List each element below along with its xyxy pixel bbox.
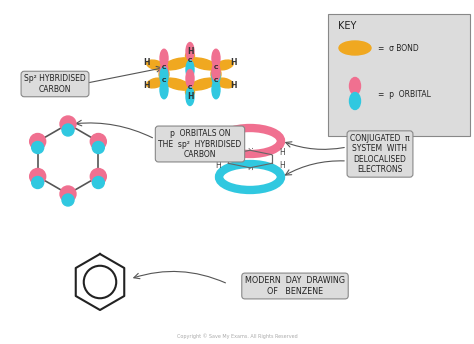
Ellipse shape xyxy=(32,141,44,153)
Ellipse shape xyxy=(164,78,191,90)
Ellipse shape xyxy=(225,134,275,148)
Text: C: C xyxy=(162,78,166,83)
Text: H: H xyxy=(230,81,237,90)
Ellipse shape xyxy=(211,67,221,81)
Text: C: C xyxy=(188,58,192,63)
Ellipse shape xyxy=(349,93,361,109)
Ellipse shape xyxy=(189,58,217,70)
Ellipse shape xyxy=(189,78,217,90)
Ellipse shape xyxy=(216,78,233,88)
Ellipse shape xyxy=(160,67,168,85)
Ellipse shape xyxy=(60,116,76,132)
Ellipse shape xyxy=(91,133,106,150)
Text: Sp² HYBRIDISED
CARBON: Sp² HYBRIDISED CARBON xyxy=(24,74,86,94)
Ellipse shape xyxy=(212,49,220,67)
Ellipse shape xyxy=(212,67,220,85)
Ellipse shape xyxy=(60,186,76,202)
Ellipse shape xyxy=(186,87,194,106)
Text: Copyright © Save My Exams. All Rights Reserved: Copyright © Save My Exams. All Rights Re… xyxy=(177,333,297,339)
Ellipse shape xyxy=(30,133,46,150)
Ellipse shape xyxy=(160,63,168,81)
Text: C: C xyxy=(214,78,218,83)
Ellipse shape xyxy=(339,41,371,55)
Ellipse shape xyxy=(185,52,194,61)
Ellipse shape xyxy=(159,67,169,81)
Text: H: H xyxy=(230,58,237,67)
Ellipse shape xyxy=(146,60,164,70)
Ellipse shape xyxy=(212,63,220,81)
Ellipse shape xyxy=(62,124,74,136)
Ellipse shape xyxy=(212,81,220,99)
Text: C: C xyxy=(214,65,218,70)
Ellipse shape xyxy=(186,69,194,87)
Ellipse shape xyxy=(186,43,194,61)
Ellipse shape xyxy=(30,169,46,184)
Text: MODERN  DAY  DRAWING
OF   BENZENE: MODERN DAY DRAWING OF BENZENE xyxy=(245,276,345,296)
Text: H: H xyxy=(187,47,193,56)
Ellipse shape xyxy=(92,141,104,153)
Text: CONJUGATED  π
SYSTEM  WITH
DELOCALISED
ELECTRONS: CONJUGATED π SYSTEM WITH DELOCALISED ELE… xyxy=(350,134,410,174)
Ellipse shape xyxy=(160,81,168,99)
Ellipse shape xyxy=(160,49,168,67)
Text: H: H xyxy=(144,81,150,90)
Text: C: C xyxy=(162,65,166,70)
Ellipse shape xyxy=(216,60,233,70)
Text: =  σ BOND: = σ BOND xyxy=(378,43,419,53)
Ellipse shape xyxy=(164,58,191,70)
Text: =  p  ORBITAL: = p ORBITAL xyxy=(378,89,431,98)
Ellipse shape xyxy=(225,170,275,184)
Text: H: H xyxy=(247,141,253,151)
Ellipse shape xyxy=(349,77,361,95)
Text: p  ORBITALS ON
THE  sp²  HYBRIDISED
CARBON: p ORBITALS ON THE sp² HYBRIDISED CARBON xyxy=(158,129,242,159)
Ellipse shape xyxy=(32,176,44,189)
Text: H: H xyxy=(279,161,285,170)
Text: H: H xyxy=(215,161,221,170)
Ellipse shape xyxy=(186,61,194,78)
Ellipse shape xyxy=(92,176,104,189)
Text: H: H xyxy=(247,168,253,176)
Text: C: C xyxy=(188,85,192,90)
Text: H: H xyxy=(215,148,221,157)
Text: H: H xyxy=(187,92,193,101)
Text: H: H xyxy=(144,58,150,67)
Ellipse shape xyxy=(146,78,164,88)
Text: KEY: KEY xyxy=(338,21,356,31)
Ellipse shape xyxy=(185,87,194,97)
Ellipse shape xyxy=(91,169,106,184)
Text: H: H xyxy=(279,148,285,157)
Ellipse shape xyxy=(62,194,74,206)
FancyBboxPatch shape xyxy=(328,14,470,136)
